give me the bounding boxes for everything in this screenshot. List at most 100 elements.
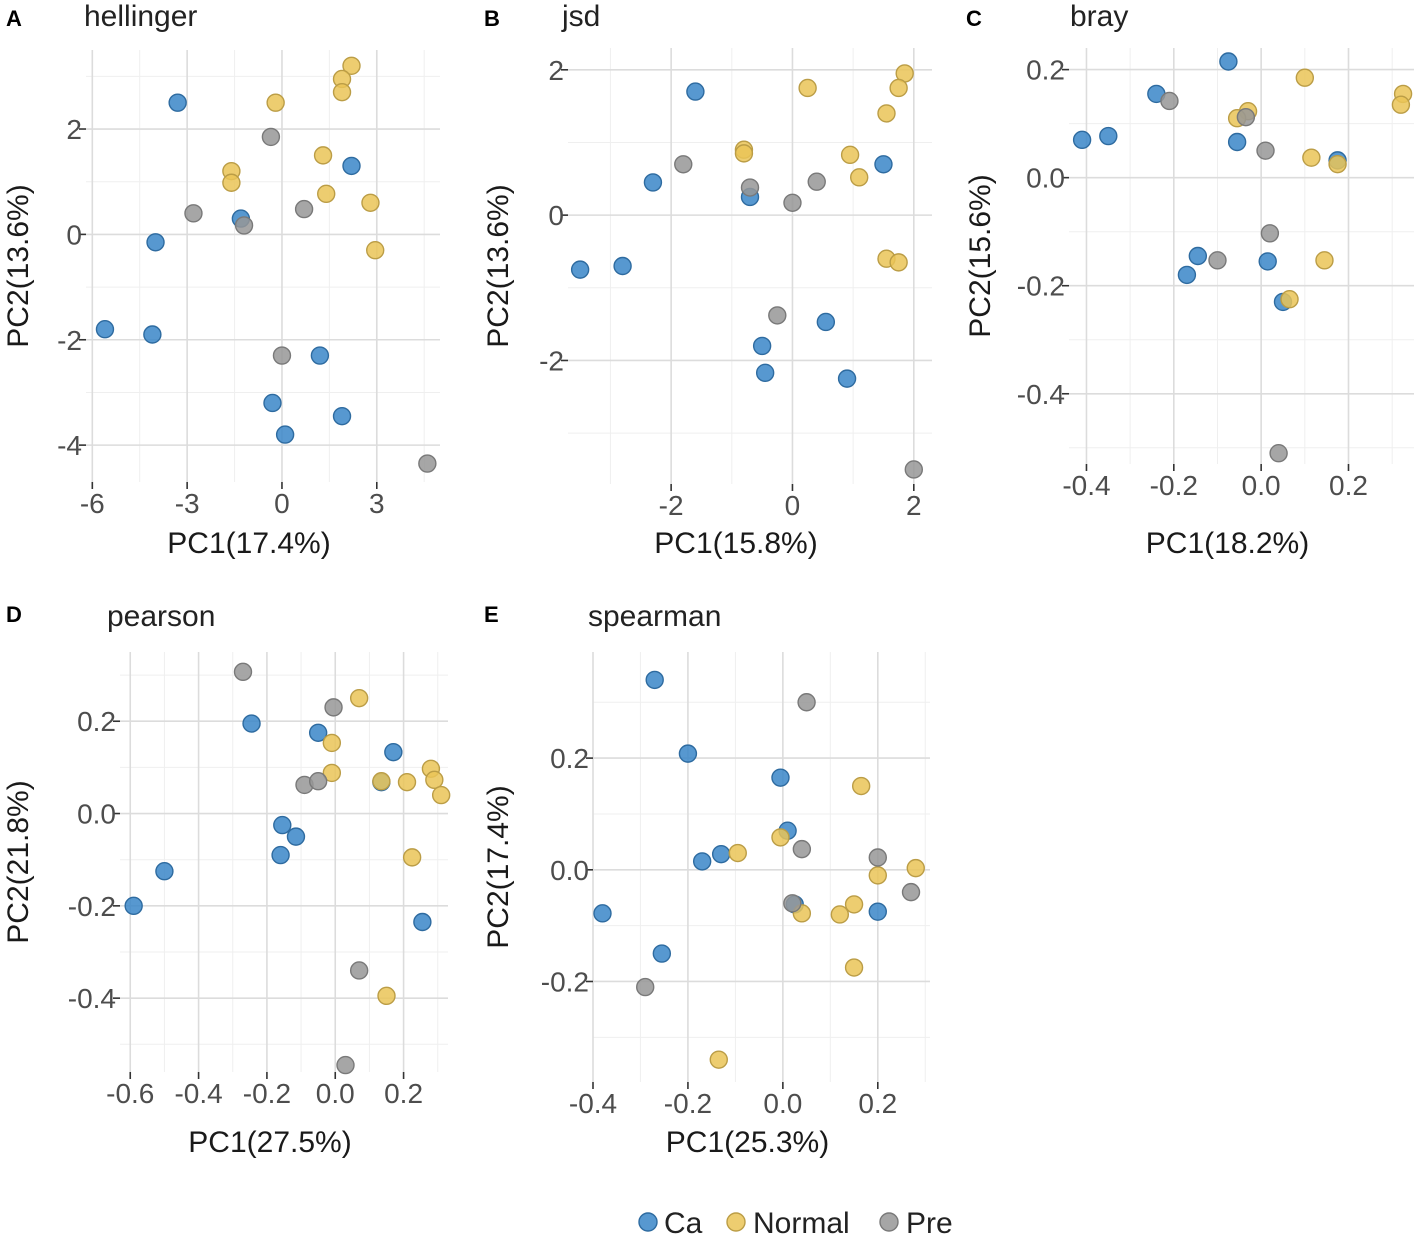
- point-normal: [431, 785, 451, 805]
- panel-hellinger: -6 -3 0 3 -4 -2 0 2 A hellinger PC1(17.4%) PC2(13.6…: [2, 0, 440, 560]
- point-ca: [146, 233, 165, 252]
- y-tick-label: 2: [66, 114, 82, 145]
- x-tick-label: 0.0: [763, 1088, 802, 1119]
- x-axis-title: PC1(25.3%): [666, 1126, 829, 1159]
- point-pre: [418, 454, 437, 473]
- point-ca: [286, 827, 306, 846]
- point-pre: [233, 662, 253, 682]
- panel-letter: E: [484, 602, 499, 627]
- y-axis-title: PC2(21.8%): [2, 780, 35, 943]
- y-axis-title: PC2(17.4%): [482, 785, 515, 948]
- panel-letter: A: [6, 6, 22, 31]
- point-normal: [313, 146, 333, 165]
- point-ca: [837, 369, 857, 388]
- point-ca: [308, 723, 328, 742]
- point-ca: [771, 768, 790, 787]
- point-ca: [413, 912, 432, 932]
- point-ca: [678, 744, 698, 763]
- point-normal: [266, 93, 285, 112]
- y-tick-label: 0.0: [550, 855, 589, 886]
- point-normal: [425, 770, 444, 790]
- point-ca: [275, 425, 295, 444]
- panel-pearson: -0.6 -0.4 -0.2 0.0 0.2 -0.4 -0.2 0.0 0.2 D pearson…: [2, 600, 451, 1159]
- point-ca: [593, 904, 612, 923]
- y-tick-label: 0: [548, 200, 564, 231]
- x-tick-label: -6: [80, 488, 105, 519]
- point-pre: [261, 127, 281, 147]
- point-ca: [1099, 126, 1118, 146]
- point-normal: [366, 240, 385, 260]
- point-normal: [361, 193, 380, 212]
- y-tick-label: 0.0: [77, 799, 116, 830]
- panel-letter: C: [966, 6, 982, 31]
- point-normal: [798, 78, 817, 98]
- point-pre: [868, 848, 887, 867]
- x-tick-label: 0.2: [1329, 470, 1368, 501]
- legend-pre-swatch: [879, 1212, 899, 1232]
- point-pre: [1160, 91, 1179, 111]
- point-ca: [711, 844, 731, 864]
- point-ca: [143, 325, 162, 344]
- point-pre: [901, 882, 921, 902]
- y-tick-label: 0: [66, 219, 82, 250]
- point-normal: [889, 253, 908, 272]
- point-normal: [1280, 290, 1299, 309]
- y-tick-label: 2: [548, 55, 564, 86]
- panel-title: jsd: [561, 0, 600, 33]
- point-normal: [728, 843, 747, 863]
- point-ca: [273, 815, 292, 835]
- y-axis-title: PC2(13.6%): [2, 184, 35, 347]
- x-tick-label: 0.2: [858, 1088, 897, 1119]
- point-ca: [1177, 265, 1197, 285]
- legend-pre-label: Pre: [906, 1207, 953, 1236]
- point-ca: [332, 406, 352, 426]
- x-tick-label: 0.0: [1242, 470, 1281, 501]
- y-tick-label: -0.4: [68, 983, 116, 1014]
- point-normal: [317, 184, 336, 204]
- panel-title: bray: [1070, 0, 1128, 33]
- point-ca: [686, 82, 705, 101]
- point-pre: [272, 346, 292, 365]
- point-normal: [349, 688, 369, 708]
- point-normal: [1295, 68, 1315, 87]
- legend: Ca Normal Pre: [638, 1207, 953, 1236]
- y-tick-label: 0.2: [1026, 55, 1065, 86]
- point-normal: [1315, 251, 1334, 270]
- point-ca: [263, 393, 282, 413]
- panel-letter: D: [6, 602, 22, 627]
- point-ca: [124, 896, 143, 916]
- point-pre: [1236, 107, 1256, 127]
- point-normal: [868, 866, 887, 885]
- x-tick-label: -2: [659, 490, 684, 521]
- y-tick-label: -0.2: [68, 891, 116, 922]
- legend-ca-label: Ca: [664, 1207, 703, 1236]
- point-ca: [643, 173, 663, 192]
- point-pre: [768, 306, 787, 325]
- point-ca: [155, 862, 174, 881]
- x-tick-label: -0.6: [106, 1078, 154, 1109]
- x-tick-label: 0: [785, 490, 801, 521]
- point-normal: [1302, 148, 1321, 167]
- point-pre: [336, 1055, 355, 1075]
- point-ca: [310, 346, 330, 365]
- point-ca: [168, 93, 187, 112]
- panel-bray: -0.4 -0.2 0.0 0.2 -0.4 -0.2 0.0 0.2 C bray PC1(18.…: [964, 0, 1414, 560]
- point-normal: [877, 104, 896, 123]
- point-normal: [844, 895, 864, 914]
- point-pre: [636, 977, 655, 997]
- point-normal: [222, 173, 241, 192]
- point-ca: [874, 155, 893, 174]
- point-normal: [402, 848, 422, 867]
- point-ca: [868, 902, 887, 921]
- point-pre: [349, 961, 369, 980]
- point-ca: [692, 852, 712, 871]
- point-normal: [1328, 154, 1347, 174]
- point-ca: [342, 156, 361, 176]
- point-normal: [377, 986, 396, 1006]
- point-pre: [294, 199, 314, 219]
- point-normal: [850, 168, 869, 187]
- point-normal: [342, 56, 361, 76]
- point-ca: [1258, 252, 1277, 271]
- x-tick-label: -0.2: [1150, 470, 1198, 501]
